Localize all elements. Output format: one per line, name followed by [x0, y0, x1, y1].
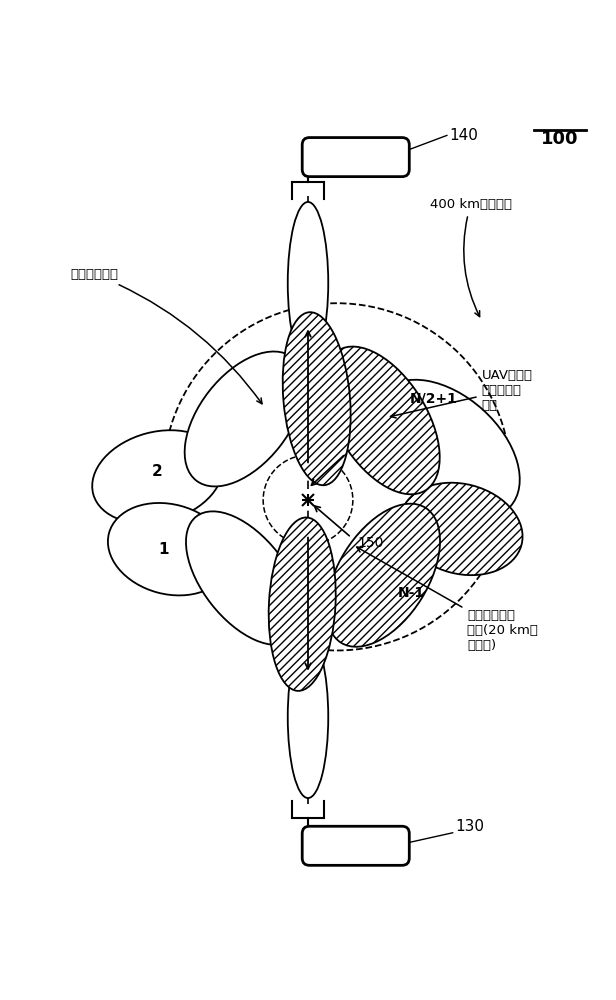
Text: 150: 150	[357, 536, 384, 550]
Ellipse shape	[326, 504, 440, 647]
Ellipse shape	[288, 636, 328, 798]
Text: N/2+1: N/2+1	[409, 392, 457, 406]
Text: N/2: N/2	[301, 406, 327, 420]
Text: 140: 140	[450, 128, 479, 143]
Text: 100: 100	[541, 130, 578, 148]
Ellipse shape	[92, 430, 223, 523]
FancyBboxPatch shape	[302, 138, 409, 177]
Ellipse shape	[108, 503, 230, 595]
Ellipse shape	[288, 202, 328, 364]
Ellipse shape	[400, 483, 522, 575]
Ellipse shape	[269, 517, 336, 691]
Ellipse shape	[185, 352, 304, 486]
Text: 400 km直径区域: 400 km直径区域	[429, 198, 511, 317]
Ellipse shape	[186, 511, 302, 645]
Text: N: N	[299, 609, 311, 623]
FancyBboxPatch shape	[302, 826, 409, 865]
Text: N-1: N-1	[398, 586, 425, 600]
Ellipse shape	[324, 347, 440, 494]
Text: UAV用户终
端覆盖区域
中心: UAV用户终 端覆盖区域 中心	[391, 369, 533, 418]
Text: 2: 2	[152, 464, 163, 479]
Text: 朝网关的射束: 朝网关的射束	[71, 268, 262, 404]
Text: 网关A: 网关A	[341, 838, 370, 853]
Ellipse shape	[283, 312, 351, 485]
Ellipse shape	[374, 380, 520, 519]
Text: 圆圈内的用户
终端(20 km半
径区域): 圆圈内的用户 终端(20 km半 径区域)	[357, 547, 538, 652]
Text: 130: 130	[456, 819, 485, 834]
Text: 1: 1	[158, 542, 169, 557]
Text: 网关B: 网关B	[341, 150, 370, 165]
